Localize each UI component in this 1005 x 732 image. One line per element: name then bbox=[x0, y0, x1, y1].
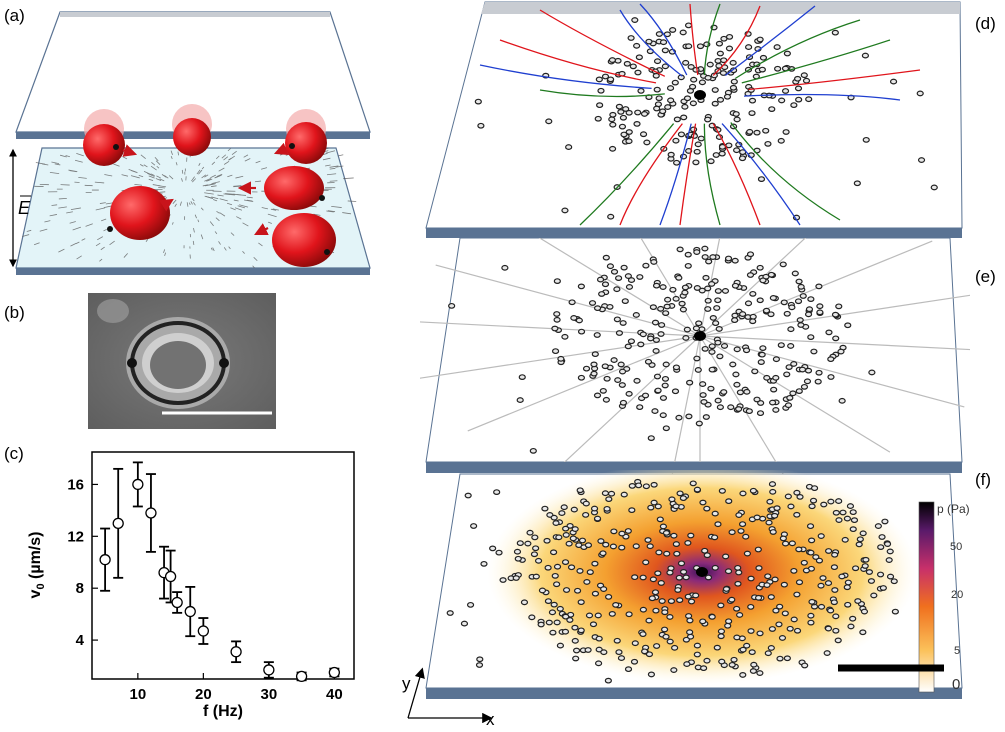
axis-y-label: y bbox=[402, 674, 411, 693]
field-label: E bbox=[18, 198, 31, 218]
y-tick-label: 12 bbox=[67, 528, 84, 545]
colorbar-tick: 50 bbox=[950, 541, 963, 553]
panel-b-label: (b) bbox=[4, 303, 25, 322]
panel-f-label: (f) bbox=[975, 470, 992, 489]
panel-a-schematic: E bbox=[9, 11, 371, 275]
data-point bbox=[184, 605, 196, 618]
panel-d-trajectories bbox=[425, 1, 963, 238]
x-tick-label: 40 bbox=[326, 686, 343, 703]
data-point bbox=[230, 646, 242, 658]
data-point bbox=[328, 666, 341, 679]
colorbar-tick: 0 bbox=[952, 676, 961, 693]
axis-x-label: x bbox=[486, 710, 495, 729]
data-point bbox=[99, 554, 111, 566]
data-point bbox=[295, 670, 308, 683]
panel-c-label: (c) bbox=[4, 444, 24, 463]
plot-frame bbox=[91, 451, 355, 680]
velocity-frequency-chart: 10 20 30 40 4 8 12 16 f (Hz) v0 (µm/s) bbox=[27, 451, 355, 720]
x-tick-label: 30 bbox=[261, 686, 278, 703]
panel-f-pressure-map bbox=[425, 470, 963, 699]
panel-d-label: (d) bbox=[975, 14, 996, 33]
colorbar-tick: 20 bbox=[951, 589, 964, 601]
y-tick-label: 16 bbox=[67, 476, 84, 493]
x-tick-label: 20 bbox=[195, 686, 212, 703]
data-point bbox=[112, 517, 124, 529]
data-point bbox=[145, 507, 157, 519]
data-point bbox=[263, 664, 275, 676]
y-tick-label: 8 bbox=[76, 580, 84, 597]
data-point bbox=[164, 570, 177, 583]
data-point bbox=[171, 596, 183, 609]
panel-a-label: (a) bbox=[4, 6, 25, 25]
xy-axes-indicator bbox=[407, 667, 493, 724]
y-tick-label: 4 bbox=[76, 632, 85, 649]
x-tick-label: 10 bbox=[130, 686, 147, 703]
data-point bbox=[132, 478, 144, 491]
data-point bbox=[197, 625, 210, 637]
y-axis-label: v0 (µm/s) bbox=[27, 532, 47, 599]
panel-e-radial-lines bbox=[420, 238, 970, 476]
colorbar-title: p (Pa) bbox=[937, 502, 970, 516]
colorbar-tick: 5 bbox=[954, 645, 961, 657]
panel-b-micrograph bbox=[88, 293, 276, 429]
colloid-beads bbox=[83, 118, 336, 267]
x-axis-label: f (Hz) bbox=[203, 703, 243, 720]
panel-e-label: (e) bbox=[975, 267, 996, 286]
